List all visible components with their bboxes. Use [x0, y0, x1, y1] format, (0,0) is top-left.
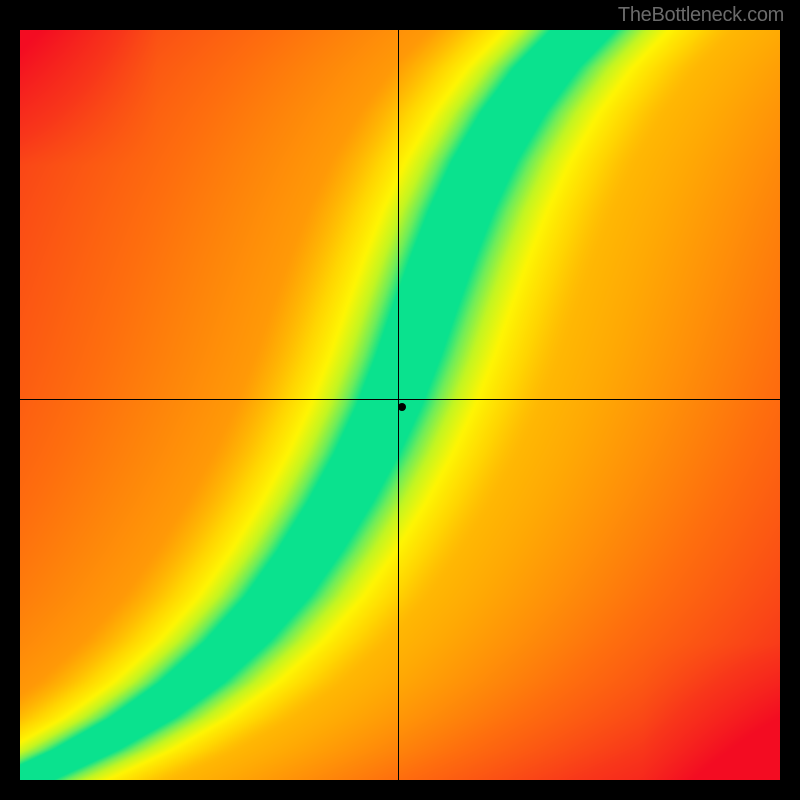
selection-marker [398, 403, 406, 411]
watermark-text: TheBottleneck.com [618, 4, 784, 27]
heatmap-plot [20, 30, 780, 780]
crosshair-horizontal [20, 399, 780, 400]
